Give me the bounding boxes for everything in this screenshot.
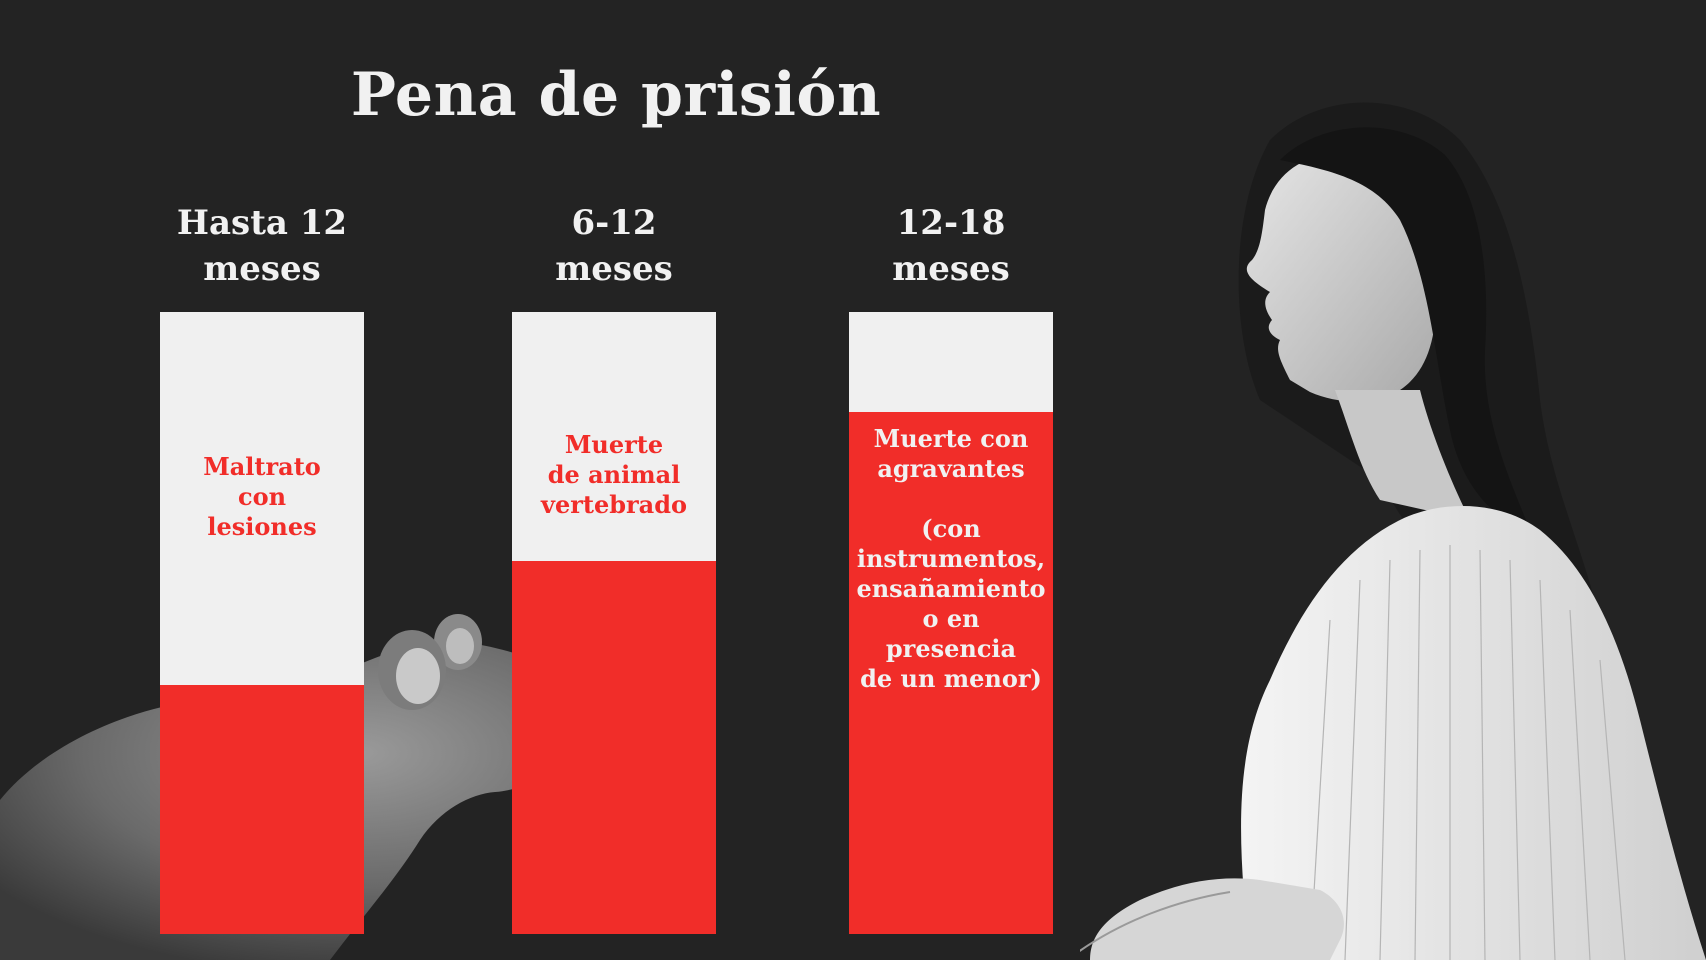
category-label: Hasta 12 meses <box>176 203 348 289</box>
chart-title: Pena de prisión <box>350 60 882 130</box>
bar-label: Muerte con agravantes (con instrumentos,… <box>856 424 1046 693</box>
speaker-woman-photo <box>1080 102 1706 960</box>
category-label: 6-12 meses <box>555 203 673 289</box>
bar-fill <box>160 685 364 934</box>
bar-fill <box>849 411 1053 934</box>
bar: Maltrato con lesiones <box>160 312 364 934</box>
bar: Muerte de animal vertebrado <box>512 312 716 934</box>
category-label: 12-18 meses <box>892 203 1010 289</box>
bar-label: Muerte de animal vertebrado <box>541 430 687 519</box>
bar: Muerte con agravantes (con instrumentos,… <box>849 312 1053 934</box>
bar-fill <box>512 560 716 934</box>
bar-label: Maltrato con lesiones <box>203 452 321 541</box>
